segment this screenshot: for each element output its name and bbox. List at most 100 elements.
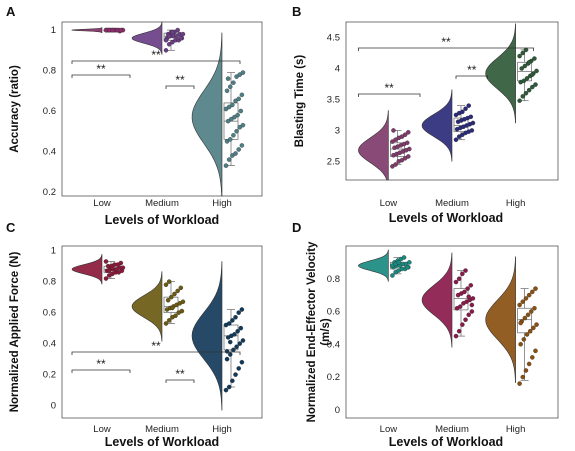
data-point xyxy=(518,320,523,326)
y-tick-label: 0.8 xyxy=(327,274,340,285)
y-tick-label: 0.4 xyxy=(43,146,56,157)
data-point xyxy=(470,296,476,301)
data-point xyxy=(236,310,241,315)
data-point xyxy=(174,33,179,39)
y-tick-label: 0 xyxy=(51,401,56,412)
data-point xyxy=(103,276,109,281)
data-point xyxy=(179,308,185,314)
data-point xyxy=(166,279,172,284)
data-point xyxy=(239,92,245,98)
series-low xyxy=(71,254,126,285)
data-point xyxy=(169,294,174,300)
data-point xyxy=(526,361,532,367)
data-point xyxy=(224,139,230,144)
y-tick-label: 0.4 xyxy=(43,339,56,350)
panel-label: D xyxy=(292,220,301,235)
significance-bracket xyxy=(71,369,131,373)
data-point xyxy=(238,325,244,331)
data-point xyxy=(531,325,536,331)
violin-half xyxy=(131,271,163,342)
significance-label: ** xyxy=(385,81,395,95)
significance-label: ** xyxy=(151,339,161,353)
data-point xyxy=(402,132,408,138)
data-point xyxy=(466,312,471,318)
data-point xyxy=(407,260,412,265)
data-point xyxy=(526,60,532,65)
data-point xyxy=(521,78,527,84)
data-point xyxy=(404,140,410,146)
data-point xyxy=(232,114,237,120)
y-tick-label: 0.2 xyxy=(43,187,56,198)
violin-half xyxy=(485,256,516,383)
data-point xyxy=(180,31,186,37)
data-point xyxy=(231,80,236,85)
data-point xyxy=(534,68,539,74)
data-point xyxy=(517,302,522,308)
data-point xyxy=(230,153,235,158)
y-tick-label: 0.8 xyxy=(43,277,56,288)
data-point xyxy=(235,112,240,118)
data-point xyxy=(120,265,126,270)
data-point xyxy=(234,344,239,349)
data-point xyxy=(523,368,529,373)
data-point xyxy=(465,286,470,291)
y-tick-label: 0.4 xyxy=(327,339,340,350)
data-point xyxy=(231,347,236,353)
data-point xyxy=(533,82,538,87)
data-point xyxy=(532,305,537,311)
plot-frame xyxy=(345,245,559,419)
data-point xyxy=(517,98,522,103)
data-point xyxy=(521,337,527,342)
violin-half xyxy=(71,27,103,33)
y-tick-label: 4.5 xyxy=(327,32,340,43)
data-point xyxy=(523,91,529,96)
data-point xyxy=(226,321,232,326)
x-tick-label: High xyxy=(212,198,232,209)
x-tick-label: Medium xyxy=(145,424,179,435)
x-tick-label: Medium xyxy=(145,198,179,209)
data-point xyxy=(166,42,172,47)
significance-bracket xyxy=(165,379,195,383)
data-point xyxy=(103,259,109,264)
x-axis-title: Levels of Workload xyxy=(105,435,219,449)
data-point xyxy=(470,120,476,126)
y-tick-label: 0.2 xyxy=(327,372,340,383)
data-point xyxy=(175,27,180,33)
violin-half xyxy=(421,89,453,162)
data-point xyxy=(534,322,539,327)
violin-half xyxy=(191,261,223,411)
data-point xyxy=(463,268,468,273)
data-point xyxy=(469,302,475,308)
data-point xyxy=(406,154,411,159)
data-point xyxy=(118,27,124,33)
data-point xyxy=(523,47,529,53)
data-point xyxy=(178,285,184,291)
significance-label: ** xyxy=(151,48,161,62)
data-point xyxy=(530,72,535,77)
significance-label: ** xyxy=(96,62,106,76)
data-point xyxy=(396,260,402,265)
data-point xyxy=(240,70,246,75)
data-point xyxy=(235,328,240,334)
data-point xyxy=(236,147,241,152)
significance-label: ** xyxy=(441,35,451,49)
data-point xyxy=(224,88,230,94)
data-point xyxy=(528,309,534,314)
significance-bracket xyxy=(71,60,241,64)
data-point xyxy=(236,366,241,371)
data-point xyxy=(226,157,232,162)
y-tick-label: 1 xyxy=(51,25,56,36)
data-point xyxy=(163,282,169,287)
data-point xyxy=(453,333,459,339)
series-medium xyxy=(421,89,476,162)
y-tick-label: 0.2 xyxy=(43,370,56,381)
data-point xyxy=(517,381,522,386)
data-point xyxy=(460,271,465,277)
data-point xyxy=(229,116,234,122)
y-axis-title: Blasting Time (s) xyxy=(294,55,306,148)
series-high xyxy=(191,261,246,411)
y-axis-title-line: Normalized End-Effector Velocity xyxy=(306,241,318,422)
